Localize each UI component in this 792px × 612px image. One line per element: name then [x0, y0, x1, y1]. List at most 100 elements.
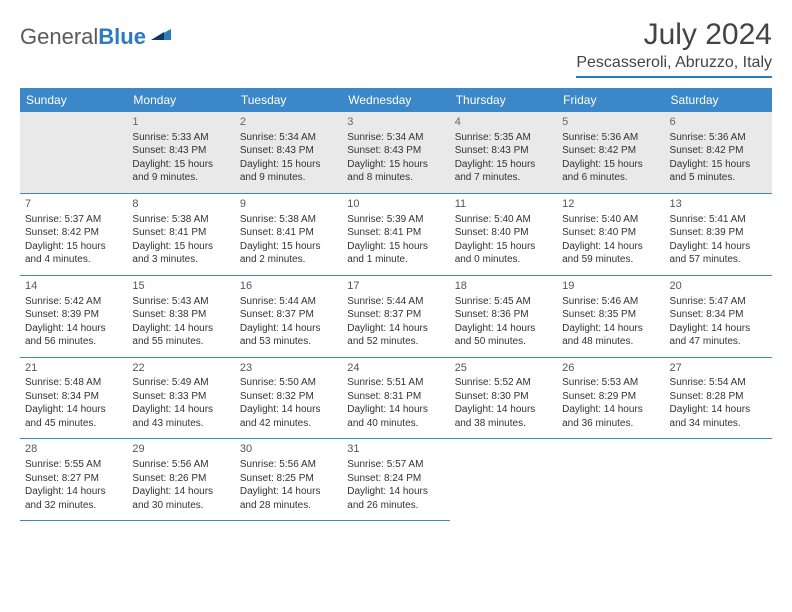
sunrise-text: Sunrise: 5:41 AM [670, 213, 767, 227]
calendar-day-cell: 16Sunrise: 5:44 AMSunset: 8:37 PMDayligh… [235, 275, 342, 357]
daylight-text: and 26 minutes. [347, 499, 444, 513]
calendar-header-cell: Thursday [450, 88, 557, 112]
daylight-text: and 9 minutes. [132, 171, 229, 185]
sunrise-text: Sunrise: 5:42 AM [25, 295, 122, 309]
daylight-text: Daylight: 14 hours [562, 240, 659, 254]
sunset-text: Sunset: 8:34 PM [670, 308, 767, 322]
sunset-text: Sunset: 8:34 PM [25, 390, 122, 404]
calendar-day-cell: 8Sunrise: 5:38 AMSunset: 8:41 PMDaylight… [127, 193, 234, 275]
calendar-day-cell: 11Sunrise: 5:40 AMSunset: 8:40 PMDayligh… [450, 193, 557, 275]
calendar-header-cell: Tuesday [235, 88, 342, 112]
calendar-day-cell: 27Sunrise: 5:54 AMSunset: 8:28 PMDayligh… [665, 357, 772, 439]
sunset-text: Sunset: 8:43 PM [455, 144, 552, 158]
calendar-empty-cell [450, 439, 557, 521]
daylight-text: and 59 minutes. [562, 253, 659, 267]
daylight-text: Daylight: 14 hours [240, 403, 337, 417]
daylight-text: Daylight: 14 hours [240, 322, 337, 336]
daylight-text: and 34 minutes. [670, 417, 767, 431]
sunrise-text: Sunrise: 5:55 AM [25, 458, 122, 472]
sunset-text: Sunset: 8:43 PM [240, 144, 337, 158]
sunset-text: Sunset: 8:38 PM [132, 308, 229, 322]
day-number: 16 [240, 279, 337, 294]
sunrise-text: Sunrise: 5:37 AM [25, 213, 122, 227]
sunrise-text: Sunrise: 5:52 AM [455, 376, 552, 390]
calendar-day-cell: 13Sunrise: 5:41 AMSunset: 8:39 PMDayligh… [665, 193, 772, 275]
daylight-text: and 56 minutes. [25, 335, 122, 349]
sunrise-text: Sunrise: 5:36 AM [562, 131, 659, 145]
sunset-text: Sunset: 8:42 PM [562, 144, 659, 158]
daylight-text: and 45 minutes. [25, 417, 122, 431]
daylight-text: and 5 minutes. [670, 171, 767, 185]
daylight-text: and 30 minutes. [132, 499, 229, 513]
daylight-text: and 7 minutes. [455, 171, 552, 185]
sunset-text: Sunset: 8:41 PM [347, 226, 444, 240]
daylight-text: Daylight: 15 hours [240, 240, 337, 254]
calendar-day-cell: 28Sunrise: 5:55 AMSunset: 8:27 PMDayligh… [20, 439, 127, 521]
sunset-text: Sunset: 8:35 PM [562, 308, 659, 322]
calendar-day-cell: 23Sunrise: 5:50 AMSunset: 8:32 PMDayligh… [235, 357, 342, 439]
daylight-text: Daylight: 14 hours [132, 485, 229, 499]
daylight-text: Daylight: 15 hours [562, 158, 659, 172]
daylight-text: and 38 minutes. [455, 417, 552, 431]
daylight-text: Daylight: 14 hours [670, 403, 767, 417]
daylight-text: and 40 minutes. [347, 417, 444, 431]
day-number: 29 [132, 442, 229, 457]
day-number: 27 [670, 361, 767, 376]
calendar-day-cell: 2Sunrise: 5:34 AMSunset: 8:43 PMDaylight… [235, 112, 342, 193]
calendar-header-cell: Wednesday [342, 88, 449, 112]
calendar-day-cell: 19Sunrise: 5:46 AMSunset: 8:35 PMDayligh… [557, 275, 664, 357]
sunrise-text: Sunrise: 5:51 AM [347, 376, 444, 390]
daylight-text: Daylight: 14 hours [347, 485, 444, 499]
sunset-text: Sunset: 8:41 PM [240, 226, 337, 240]
calendar-day-cell: 1Sunrise: 5:33 AMSunset: 8:43 PMDaylight… [127, 112, 234, 193]
logo-text-a: General [20, 24, 98, 49]
daylight-text: and 53 minutes. [240, 335, 337, 349]
sunrise-text: Sunrise: 5:40 AM [562, 213, 659, 227]
sunset-text: Sunset: 8:25 PM [240, 472, 337, 486]
day-number: 4 [455, 115, 552, 130]
calendar-week-row: 21Sunrise: 5:48 AMSunset: 8:34 PM Dayligh… [20, 357, 772, 439]
calendar-header-cell: Sunday [20, 88, 127, 112]
calendar-week-row: 14Sunrise: 5:42 AMSunset: 8:39 PMDayligh… [20, 275, 772, 357]
calendar-header-cell: Monday [127, 88, 234, 112]
sunset-text: Sunset: 8:37 PM [240, 308, 337, 322]
sunrise-text: Sunrise: 5:57 AM [347, 458, 444, 472]
sunrise-text: Sunrise: 5:40 AM [455, 213, 552, 227]
day-number: 11 [455, 197, 552, 212]
calendar-day-cell: 5Sunrise: 5:36 AMSunset: 8:42 PMDaylight… [557, 112, 664, 193]
calendar-day-cell: 29Sunrise: 5:56 AMSunset: 8:26 PMDayligh… [127, 439, 234, 521]
day-number: 9 [240, 197, 337, 212]
sunset-text: Sunset: 8:29 PM [562, 390, 659, 404]
sunrise-text: Sunrise: 5:49 AM [132, 376, 229, 390]
sunrise-text: Sunrise: 5:44 AM [347, 295, 444, 309]
calendar-day-cell: 9Sunrise: 5:38 AMSunset: 8:41 PMDaylight… [235, 193, 342, 275]
daylight-text: and 1 minute. [347, 253, 444, 267]
daylight-text: Daylight: 15 hours [347, 158, 444, 172]
daylight-text: and 0 minutes. [455, 253, 552, 267]
header: GeneralBlue July 2024 Pescasseroli, Abru… [20, 18, 772, 78]
day-number: 21 [25, 361, 122, 376]
daylight-text: and 28 minutes. [240, 499, 337, 513]
calendar-day-cell: 20Sunrise: 5:47 AMSunset: 8:34 PMDayligh… [665, 275, 772, 357]
calendar-day-cell: 18Sunrise: 5:45 AMSunset: 8:36 PMDayligh… [450, 275, 557, 357]
title-block: July 2024 Pescasseroli, Abruzzo, Italy [576, 18, 772, 78]
sunset-text: Sunset: 8:40 PM [455, 226, 552, 240]
sunset-text: Sunset: 8:36 PM [455, 308, 552, 322]
daylight-text: and 42 minutes. [240, 417, 337, 431]
calendar-day-cell: 31Sunrise: 5:57 AMSunset: 8:24 PMDayligh… [342, 439, 449, 521]
sunrise-text: Sunrise: 5:46 AM [562, 295, 659, 309]
page-title: July 2024 [576, 18, 772, 52]
calendar-day-cell: 10Sunrise: 5:39 AMSunset: 8:41 PMDayligh… [342, 193, 449, 275]
sunset-text: Sunset: 8:33 PM [132, 390, 229, 404]
calendar-day-cell: 6Sunrise: 5:36 AMSunset: 8:42 PMDaylight… [665, 112, 772, 193]
day-number: 19 [562, 279, 659, 294]
calendar-table: SundayMondayTuesdayWednesdayThursdayFrid… [20, 88, 772, 521]
sunset-text: Sunset: 8:31 PM [347, 390, 444, 404]
logo: GeneralBlue [20, 24, 174, 50]
day-number: 12 [562, 197, 659, 212]
sunrise-text: Sunrise: 5:47 AM [670, 295, 767, 309]
daylight-text: Daylight: 14 hours [455, 322, 552, 336]
sunrise-text: Sunrise: 5:56 AM [240, 458, 337, 472]
daylight-text: Daylight: 14 hours [132, 403, 229, 417]
sunrise-text: Sunrise: 5:48 AM [25, 376, 122, 390]
